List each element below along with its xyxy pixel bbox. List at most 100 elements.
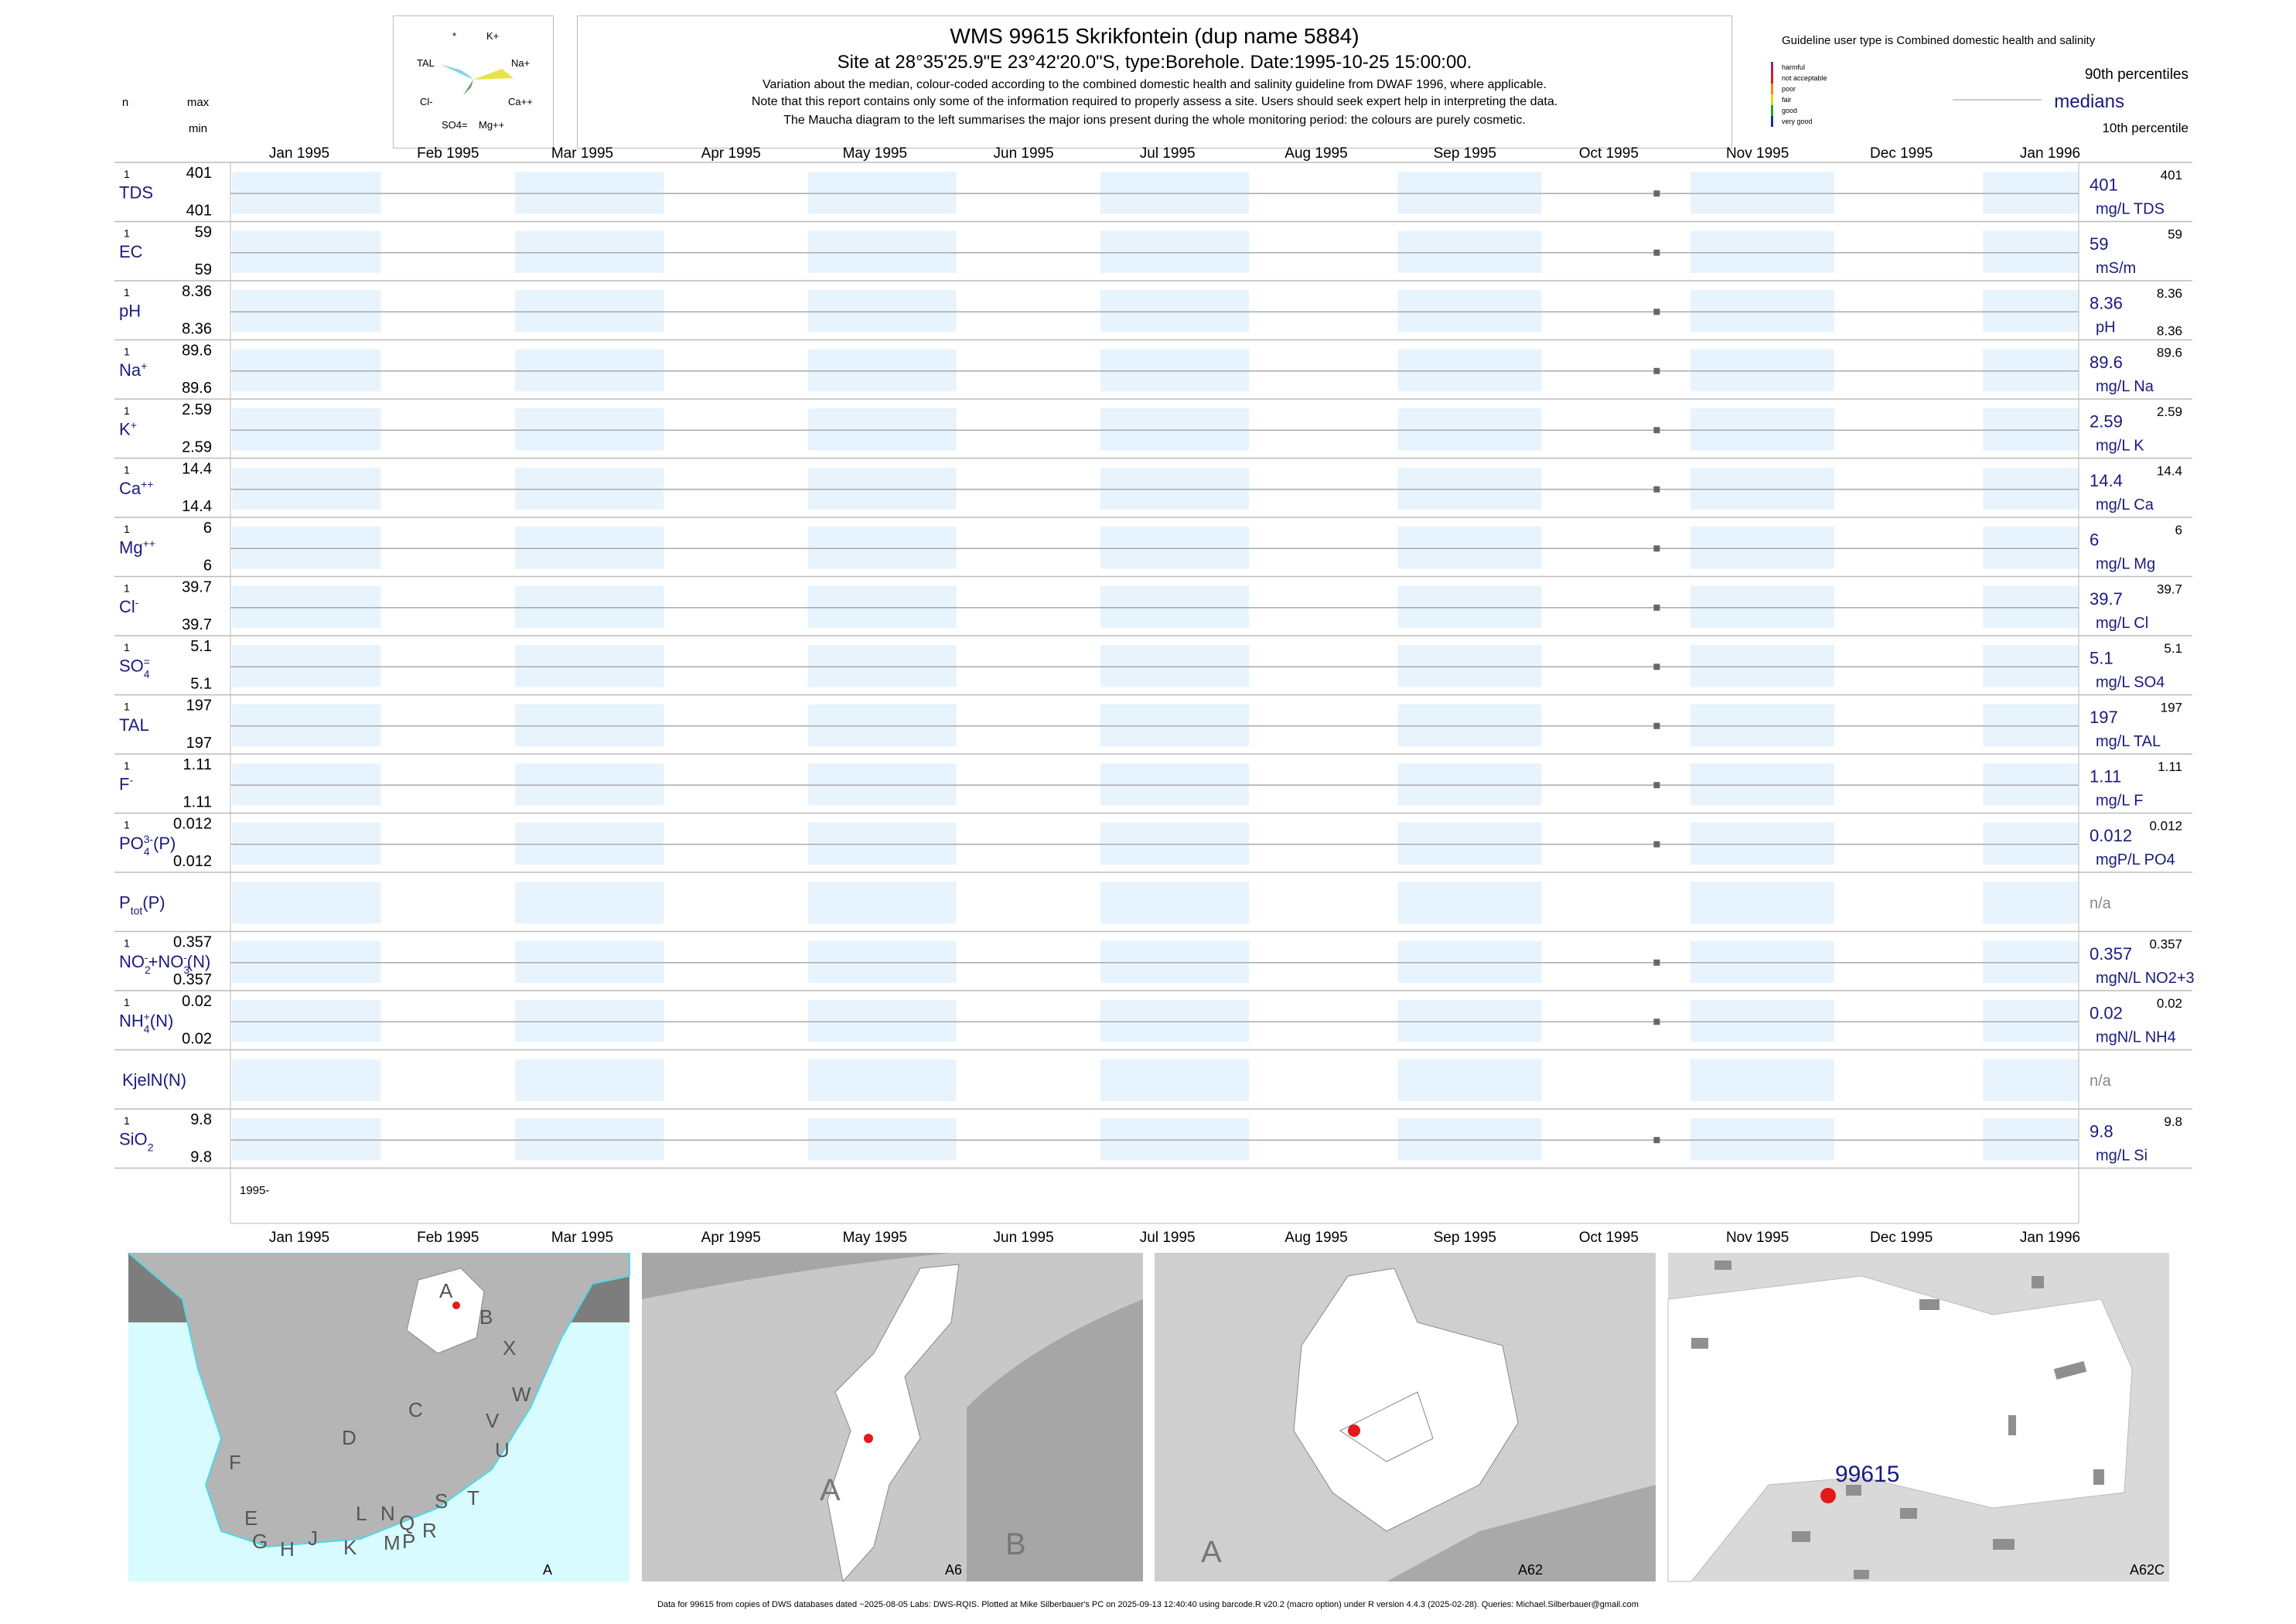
month-band (1397, 1000, 1542, 1042)
month-band (1100, 230, 1250, 273)
month-tick-label-bottom: Jul 1995 (1140, 1230, 1196, 1246)
month-tick-label-bottom: Oct 1995 (1579, 1230, 1639, 1246)
month-band (515, 1059, 664, 1101)
month-tick-label-bottom: Jan 1995 (269, 1230, 329, 1246)
month-band (515, 645, 664, 687)
month-band (1690, 1000, 1834, 1042)
month-band (807, 290, 957, 333)
month-band (1397, 172, 1542, 214)
month-band (232, 467, 381, 510)
col-header-max: max (187, 96, 210, 109)
month-band (1690, 645, 1834, 687)
row-n: 1 (124, 996, 130, 1008)
map-a6-region-b: B (1005, 1527, 1026, 1561)
month-band (1983, 172, 2079, 214)
month-tick-label-bottom: May 1995 (843, 1230, 907, 1246)
row-min: 89.6 (182, 380, 212, 397)
month-band (232, 645, 381, 687)
row-n: 1 (124, 286, 130, 299)
month-band (807, 585, 957, 628)
maucha-label-ca: Ca++ (508, 96, 533, 107)
month-band (807, 467, 957, 510)
month-band (1397, 467, 1542, 510)
month-band (1100, 763, 1250, 806)
map-a6-label: A6 (945, 1562, 962, 1578)
map-region-label: B (479, 1305, 493, 1329)
map-region-label: S (435, 1489, 448, 1513)
map-region-label: T (467, 1486, 479, 1510)
month-band (1983, 1000, 2079, 1042)
row-label: EC (119, 242, 143, 261)
row-p90: 5.1 (2164, 641, 2182, 656)
month-band (515, 172, 664, 214)
row-n: 1 (124, 759, 130, 772)
row-max: 89.6 (182, 343, 212, 360)
month-band (1690, 408, 1834, 451)
row-min: 6 (203, 558, 212, 575)
sample-point (1653, 782, 1660, 789)
row-p90: 9.8 (2164, 1114, 2182, 1129)
row-median: 2.59 (2090, 411, 2123, 431)
month-tick-label-top: May 1995 (843, 145, 907, 162)
month-band (1690, 172, 1834, 214)
month-band (1690, 822, 1834, 865)
row-n: 1 (124, 523, 130, 535)
row-unit: pH (2096, 319, 2116, 336)
month-band (1100, 645, 1250, 687)
month-band (1100, 1118, 1250, 1161)
month-band (232, 290, 381, 333)
legend-class-swatch (1771, 94, 1773, 105)
month-band (1690, 585, 1834, 628)
row-p90: 6 (2175, 523, 2182, 537)
legend-class-label: very good (1782, 118, 1813, 125)
row-p90: 0.012 (2149, 819, 2182, 834)
month-band (807, 763, 957, 806)
row-n: 1 (124, 227, 130, 240)
sample-point (1653, 309, 1660, 316)
map-region-label: A (439, 1279, 453, 1302)
row-n: 1 (124, 168, 130, 180)
month-band (1690, 704, 1834, 746)
site-label: 99615 (1835, 1462, 1899, 1487)
row-max: 9.8 (190, 1111, 212, 1128)
month-band (1397, 585, 1542, 628)
month-band (515, 408, 664, 451)
legend-medians: medians (2054, 91, 2124, 112)
row-median: 0.012 (2090, 826, 2132, 845)
month-band (1983, 940, 2079, 983)
row-unit: mgN/L NH4 (2096, 1029, 2176, 1046)
sample-point (1653, 959, 1660, 966)
row-median: 0.02 (2090, 1003, 2123, 1022)
map-a62-label: A62 (1518, 1562, 1543, 1578)
row-label: F- (119, 773, 133, 793)
month-band (1983, 882, 2079, 924)
month-tick-label-bottom: Jun 1995 (994, 1230, 1054, 1246)
month-band (807, 172, 957, 214)
map-region-label: H (280, 1537, 295, 1561)
month-tick-label-top: Dec 1995 (1870, 145, 1933, 162)
month-band (1397, 527, 1542, 569)
footer-text: Data for 99615 from copies of DWS databa… (657, 1600, 1639, 1609)
map-region-label: V (486, 1409, 500, 1432)
month-band (807, 408, 957, 451)
row-unit: mg/L Ca (2096, 496, 2154, 513)
month-band (807, 704, 957, 746)
row-label: TDS (119, 183, 153, 202)
month-band (1690, 349, 1834, 391)
col-header-n: n (122, 96, 128, 109)
row-unit: mg/L F (2096, 793, 2144, 810)
row-unit: mg/L SO4 (2096, 674, 2165, 691)
row-min: 5.1 (190, 676, 212, 693)
maucha-box: * K+ TAL Na+ Cl- Ca++ SO4= Mg++ (393, 15, 554, 148)
legend-p90: 90th percentiles (2085, 67, 2189, 83)
row-p90: 59 (2168, 227, 2182, 242)
month-band (807, 1000, 957, 1042)
month-band (807, 349, 957, 391)
month-band (232, 408, 381, 451)
month-band (1397, 940, 1542, 983)
row-p90: 8.36 (2157, 286, 2182, 301)
row-n: 1 (124, 701, 130, 713)
month-band (1100, 172, 1250, 214)
month-tick-label-bottom: Feb 1995 (417, 1230, 479, 1246)
legend-class-swatch (1771, 84, 1773, 94)
